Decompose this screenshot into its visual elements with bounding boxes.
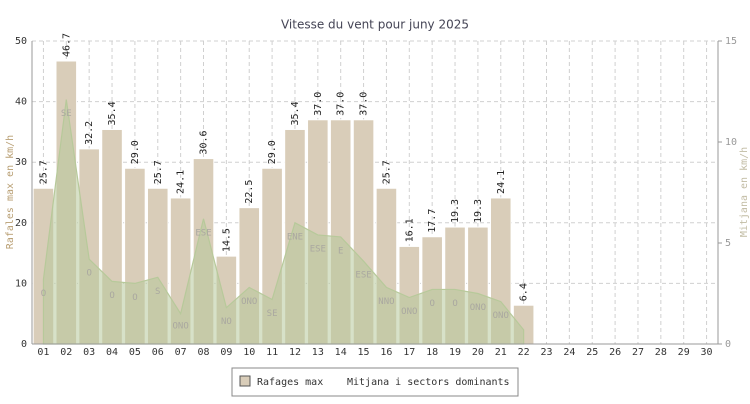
x-tick-label: 10 xyxy=(243,347,255,358)
bar-value-label: 19.3 xyxy=(450,199,461,223)
x-tick-label: 25 xyxy=(586,347,598,358)
x-tick-label: 09 xyxy=(220,347,232,358)
x-tick-label: 05 xyxy=(129,347,141,358)
sector-label: S xyxy=(155,287,160,297)
x-tick-label: 11 xyxy=(266,347,278,358)
y-tick-label: 50 xyxy=(15,36,27,47)
sector-label: O xyxy=(429,299,434,309)
bar-value-label: 22.5 xyxy=(244,180,255,204)
legend-box xyxy=(231,367,519,397)
y-tick-label: 40 xyxy=(15,97,27,108)
bar-value-label: 29.0 xyxy=(130,140,141,164)
x-tick-label: 30 xyxy=(701,347,713,358)
sector-label: ONO xyxy=(470,303,486,313)
sector-label: E xyxy=(338,246,343,256)
y2-tick-label: 5 xyxy=(725,238,731,249)
bar-value-label: 29.0 xyxy=(267,140,278,164)
sector-label: ESE xyxy=(310,244,326,254)
x-tick-label: 27 xyxy=(632,347,644,358)
x-tick-label: 20 xyxy=(472,347,484,358)
bar-value-label: 17.7 xyxy=(427,209,438,233)
x-tick-label: 22 xyxy=(518,347,530,358)
bar-value-label: 35.4 xyxy=(107,101,118,125)
bar-value-label: 32.2 xyxy=(84,121,95,145)
bar-value-label: 37.0 xyxy=(313,92,324,116)
sector-label: O xyxy=(86,269,91,279)
x-tick-label: 12 xyxy=(289,347,301,358)
sector-label: ONO xyxy=(493,311,509,321)
bar-value-label: 16.1 xyxy=(404,218,415,242)
sector-label: NO xyxy=(221,317,232,327)
x-tick-label: 06 xyxy=(152,347,164,358)
sector-label: O xyxy=(109,291,114,301)
y-axis-label: Rafales max en km/h xyxy=(5,135,16,249)
y-tick-label: 10 xyxy=(15,278,27,289)
sector-label: ENE xyxy=(287,232,303,242)
x-tick-label: 03 xyxy=(83,347,95,358)
sector-label: ONO xyxy=(173,322,189,332)
bar-value-label: 37.0 xyxy=(359,92,370,116)
x-tick-label: 08 xyxy=(197,347,209,358)
x-tick-label: 29 xyxy=(678,347,690,358)
x-tick-label: 01 xyxy=(37,347,49,358)
bar-value-label: 24.1 xyxy=(176,170,187,194)
y-tick-label: 0 xyxy=(21,339,27,350)
legend-label: Rafages max xyxy=(257,377,323,388)
y2-axis-label: Mitjana en km/h xyxy=(739,147,750,237)
sector-label: SE xyxy=(61,109,72,119)
bar-value-label: 37.0 xyxy=(336,92,347,116)
x-tick-label: 21 xyxy=(495,347,507,358)
bar-value-label: 25.7 xyxy=(38,160,49,184)
y2-tick-label: 15 xyxy=(725,36,737,47)
x-tick-label: 26 xyxy=(609,347,621,358)
chart-title: Vitesse du vent pour juny 2025 xyxy=(281,18,469,32)
bar-value-label: 25.7 xyxy=(153,160,164,184)
bar-value-label: 24.1 xyxy=(496,170,507,194)
sector-label: O xyxy=(41,289,46,299)
bar-value-label: 19.3 xyxy=(473,199,484,223)
bar-value-label: 25.7 xyxy=(381,160,392,184)
x-tick-label: 17 xyxy=(403,347,415,358)
y2-tick-label: 10 xyxy=(725,137,737,148)
x-tick-label: 19 xyxy=(449,347,461,358)
x-tick-label: 13 xyxy=(312,347,324,358)
y-tick-label: 30 xyxy=(15,157,27,168)
x-tick-label: 24 xyxy=(563,347,575,358)
bar-value-label: 14.5 xyxy=(221,228,232,252)
sector-label: NNO xyxy=(378,297,394,307)
legend-label: Mitjana i sectors dominants xyxy=(347,377,510,388)
bar-value-label: 6.4 xyxy=(519,283,530,301)
sector-label: O xyxy=(452,299,457,309)
sector-label: O xyxy=(132,293,137,303)
y-tick-label: 20 xyxy=(15,218,27,229)
sector-label: ESE xyxy=(355,271,371,281)
sector-label: SE xyxy=(267,309,278,319)
sector-label: ESE xyxy=(195,228,211,238)
x-tick-label: 16 xyxy=(380,347,392,358)
bar-value-label: 46.7 xyxy=(61,33,72,57)
bar-value-label: 35.4 xyxy=(290,101,301,125)
x-tick-label: 18 xyxy=(426,347,438,358)
sector-label: ONO xyxy=(401,307,417,317)
x-tick-label: 02 xyxy=(60,347,72,358)
x-tick-label: 14 xyxy=(335,347,347,358)
y2-tick-label: 0 xyxy=(725,339,731,350)
area xyxy=(42,99,525,345)
x-tick-label: 15 xyxy=(358,347,370,358)
x-tick-label: 07 xyxy=(175,347,187,358)
bar-value-label: 30.6 xyxy=(199,130,210,154)
x-tick-label: 23 xyxy=(540,347,552,358)
x-tick-label: 28 xyxy=(655,347,667,358)
sector-label: ONO xyxy=(241,297,257,307)
legend-swatch xyxy=(239,375,251,387)
x-tick-label: 04 xyxy=(106,347,118,358)
